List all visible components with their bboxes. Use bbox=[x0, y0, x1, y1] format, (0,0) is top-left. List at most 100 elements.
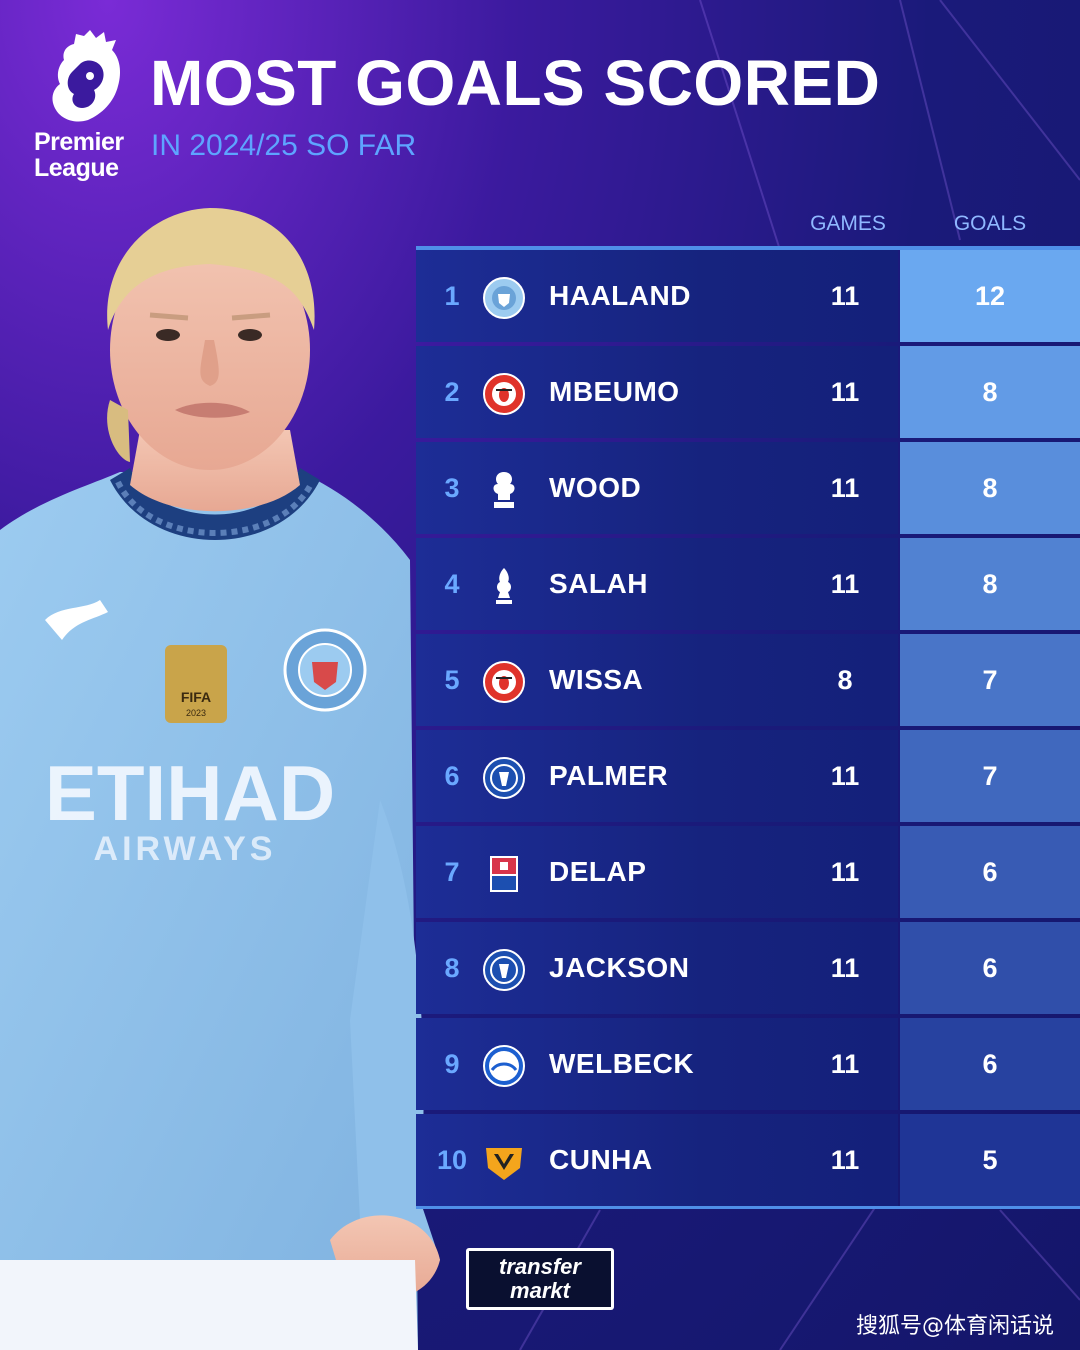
table-row: 3 WOOD 11 8 bbox=[416, 442, 1080, 534]
goals-count: 8 bbox=[982, 473, 998, 503]
table-row: 10 CUNHA 11 5 bbox=[416, 1114, 1080, 1206]
rank: 4 bbox=[444, 569, 460, 599]
transfermarkt-logo-line2: markt bbox=[510, 1278, 570, 1303]
rank: 3 bbox=[444, 473, 460, 503]
fifa-badge-year: 2023 bbox=[186, 708, 206, 718]
player-name: WELBECK bbox=[549, 1048, 695, 1079]
man-city-crest-icon bbox=[483, 277, 525, 319]
player-name: HAALAND bbox=[549, 280, 691, 311]
row-main-cell: 10 CUNHA 11 bbox=[416, 1114, 898, 1206]
goals-cell: 8 bbox=[900, 538, 1080, 630]
goals-cell: 5 bbox=[900, 1114, 1080, 1206]
rank: 7 bbox=[444, 857, 460, 887]
wolves-crest-icon bbox=[486, 1148, 522, 1180]
premier-league-logo: Premier League bbox=[30, 28, 140, 188]
games-count: 11 bbox=[830, 473, 860, 503]
player-name: PALMER bbox=[549, 760, 669, 791]
goals-count: 5 bbox=[982, 1145, 998, 1175]
player-photo: FIFA 2023 ETIHAD AIRWAYS bbox=[0, 208, 440, 1350]
rank: 10 bbox=[436, 1145, 468, 1175]
ipswich-crest-icon bbox=[490, 856, 518, 892]
player-name: DELAP bbox=[549, 856, 647, 887]
row-main-cell: 1 HAALAND 11 bbox=[416, 250, 898, 342]
goals-count: 12 bbox=[974, 281, 1006, 311]
chelsea-crest-icon bbox=[483, 757, 525, 799]
row-main-cell: 4 SALAH 11 bbox=[416, 538, 898, 630]
goals-count: 6 bbox=[982, 1049, 998, 1079]
league-name-line2: League bbox=[34, 154, 119, 182]
chelsea-crest-icon bbox=[483, 949, 525, 991]
player-name: WISSA bbox=[549, 664, 644, 695]
liverpool-crest-icon bbox=[496, 568, 512, 604]
sponsor-line1: ETIHAD bbox=[45, 749, 335, 837]
row-main-cell: 3 WOOD 11 bbox=[416, 442, 898, 534]
goals-cell: 7 bbox=[900, 634, 1080, 726]
goals-count: 8 bbox=[982, 569, 998, 599]
player-name: CUNHA bbox=[549, 1144, 653, 1175]
rank: 9 bbox=[444, 1049, 460, 1079]
goals-count: 6 bbox=[982, 953, 998, 983]
goals-cell: 8 bbox=[900, 442, 1080, 534]
games-count: 11 bbox=[830, 1049, 860, 1079]
games-count: 11 bbox=[830, 761, 860, 791]
goals-cell: 12 bbox=[900, 250, 1080, 342]
rank: 6 bbox=[444, 761, 460, 791]
fifa-badge-text: FIFA bbox=[181, 689, 211, 705]
page-subtitle: IN 2024/25 SO FAR bbox=[151, 129, 417, 162]
column-header-games: GAMES bbox=[810, 212, 886, 235]
goals-cell: 7 bbox=[900, 730, 1080, 822]
rank: 8 bbox=[444, 953, 460, 983]
table-row: 8 JACKSON 11 6 bbox=[416, 922, 1080, 1014]
brighton-crest-icon bbox=[483, 1045, 525, 1087]
player-name: WOOD bbox=[549, 472, 642, 503]
goals-cell: 6 bbox=[900, 1018, 1080, 1110]
table-row: 1 HAALAND 11 12 bbox=[416, 250, 1080, 342]
player-name: JACKSON bbox=[549, 952, 690, 983]
games-count: 11 bbox=[830, 1145, 860, 1175]
row-main-cell: 5 WISSA 8 bbox=[416, 634, 898, 726]
row-main-cell: 8 JACKSON 11 bbox=[416, 922, 898, 1014]
games-count: 11 bbox=[830, 857, 860, 887]
goals-count: 8 bbox=[982, 377, 998, 407]
watermark: 搜狐号@体育闲话说 bbox=[855, 1314, 1054, 1339]
forest-crest-icon bbox=[493, 472, 515, 508]
transfermarkt-logo-line1: transfer bbox=[499, 1254, 581, 1279]
table-row: 2 MBEUMO 11 8 bbox=[416, 346, 1080, 438]
brentford-crest-icon bbox=[483, 373, 525, 415]
row-main-cell: 6 PALMER 11 bbox=[416, 730, 898, 822]
games-count: 11 bbox=[830, 281, 860, 311]
column-header-goals: GOALS bbox=[953, 212, 1027, 235]
goals-count: 7 bbox=[982, 761, 998, 791]
row-main-cell: 7 DELAP 11 bbox=[416, 826, 898, 918]
rank: 5 bbox=[444, 665, 460, 695]
goals-count: 7 bbox=[982, 665, 998, 695]
top-scorers-table: 1 HAALAND 11 12 2 MBEUMO 11 8 3 WOOD 11 8 4 SALAH 11 8 5… bbox=[416, 246, 1080, 1209]
transfermarkt-logo: transfer markt bbox=[466, 1248, 614, 1310]
table-row: 4 SALAH 11 8 bbox=[416, 538, 1080, 630]
player-name: SALAH bbox=[549, 568, 648, 599]
table-top-border bbox=[416, 246, 1080, 250]
table-row: 5 WISSA 8 7 bbox=[416, 634, 1080, 726]
lion-icon bbox=[52, 30, 120, 122]
goals-count: 6 bbox=[982, 857, 998, 887]
goals-cell: 8 bbox=[900, 346, 1080, 438]
table-row: 7 DELAP 11 6 bbox=[416, 826, 1080, 918]
games-count: 11 bbox=[830, 377, 860, 407]
goals-cell: 6 bbox=[900, 922, 1080, 1014]
brentford-crest-icon bbox=[483, 661, 525, 703]
goals-cell: 6 bbox=[900, 826, 1080, 918]
row-main-cell: 2 MBEUMO 11 bbox=[416, 346, 898, 438]
games-count: 11 bbox=[830, 953, 860, 983]
games-count: 8 bbox=[837, 665, 853, 695]
table-row: 6 PALMER 11 7 bbox=[416, 730, 1080, 822]
rank: 2 bbox=[444, 377, 460, 407]
table-row: 9 WELBECK 11 6 bbox=[416, 1018, 1080, 1110]
page-title: MOST GOALS SCORED bbox=[150, 47, 881, 119]
player-name: MBEUMO bbox=[549, 376, 680, 407]
rank: 1 bbox=[444, 281, 460, 311]
sponsor-line2: AIRWAYS bbox=[94, 830, 277, 868]
games-count: 11 bbox=[830, 569, 860, 599]
table-bottom-border bbox=[416, 1206, 1080, 1209]
row-main-cell: 9 WELBECK 11 bbox=[416, 1018, 898, 1110]
league-name-line1: Premier bbox=[34, 128, 124, 156]
